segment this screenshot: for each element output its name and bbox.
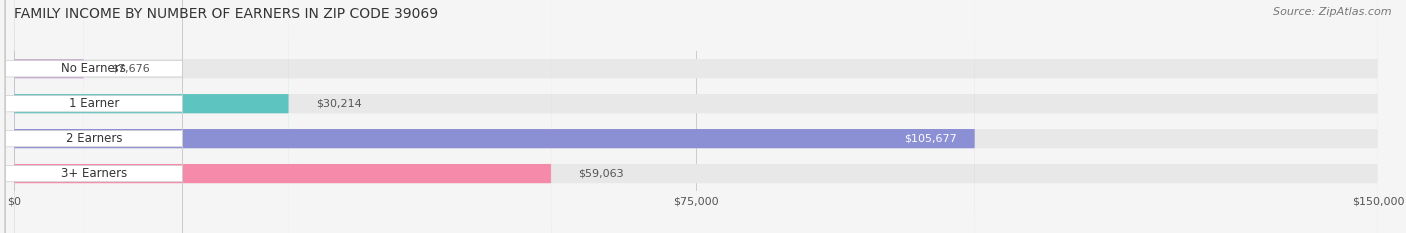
Text: FAMILY INCOME BY NUMBER OF EARNERS IN ZIP CODE 39069: FAMILY INCOME BY NUMBER OF EARNERS IN ZI… [14, 7, 439, 21]
FancyBboxPatch shape [6, 0, 183, 233]
Text: 1 Earner: 1 Earner [69, 97, 120, 110]
Text: $7,676: $7,676 [111, 64, 150, 74]
Text: $30,214: $30,214 [316, 99, 361, 109]
Text: No Earners: No Earners [62, 62, 127, 75]
FancyBboxPatch shape [6, 0, 183, 233]
FancyBboxPatch shape [14, 0, 1378, 233]
FancyBboxPatch shape [14, 0, 974, 233]
Text: 2 Earners: 2 Earners [66, 132, 122, 145]
FancyBboxPatch shape [6, 0, 183, 233]
FancyBboxPatch shape [14, 0, 1378, 233]
FancyBboxPatch shape [14, 0, 551, 233]
Text: Source: ZipAtlas.com: Source: ZipAtlas.com [1274, 7, 1392, 17]
FancyBboxPatch shape [14, 0, 84, 233]
FancyBboxPatch shape [6, 0, 183, 233]
FancyBboxPatch shape [14, 0, 1378, 233]
FancyBboxPatch shape [14, 0, 288, 233]
FancyBboxPatch shape [14, 0, 1378, 233]
Text: $59,063: $59,063 [578, 169, 624, 178]
Text: $105,677: $105,677 [904, 134, 956, 144]
Text: 3+ Earners: 3+ Earners [60, 167, 127, 180]
